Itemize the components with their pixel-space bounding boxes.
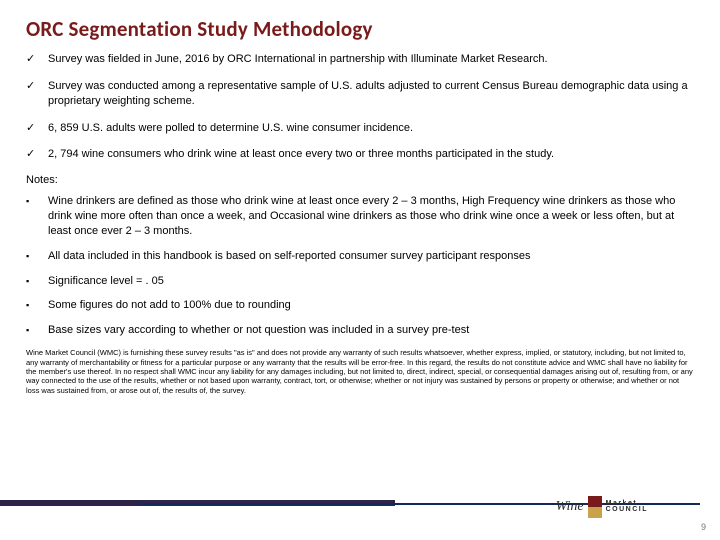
list-item-text: 6, 859 U.S. adults were polled to determ… xyxy=(48,121,413,136)
logo-council: COUNCIL xyxy=(606,507,648,513)
footer-logo: Wine Market COUNCIL xyxy=(556,496,648,518)
logo-wine: Wine xyxy=(556,499,584,515)
list-item: ▪ Significance level = . 05 xyxy=(26,274,694,289)
list-item: ▪ Some figures do not add to 100% due to… xyxy=(26,298,694,313)
bullet-icon: ▪ xyxy=(26,249,42,263)
check-icon: ✓ xyxy=(26,52,42,67)
notes-list: ▪ Wine drinkers are defined as those who… xyxy=(26,194,694,338)
list-item-text: Survey was fielded in June, 2016 by ORC … xyxy=(48,52,548,67)
list-item-text: All data included in this handbook is ba… xyxy=(48,249,530,264)
list-item-text: Significance level = . 05 xyxy=(48,274,164,289)
check-list: ✓ Survey was fielded in June, 2016 by OR… xyxy=(26,52,694,162)
check-icon: ✓ xyxy=(26,79,42,94)
logo-text: Market COUNCIL xyxy=(606,501,648,514)
page-number: 9 xyxy=(701,522,706,532)
bullet-icon: ▪ xyxy=(26,323,42,337)
slide: ORC Segmentation Study Methodology ✓ Sur… xyxy=(0,0,720,540)
list-item: ▪ Base sizes vary according to whether o… xyxy=(26,323,694,338)
check-icon: ✓ xyxy=(26,147,42,162)
list-item-text: Base sizes vary according to whether or … xyxy=(48,323,469,338)
list-item-text: Survey was conducted among a representat… xyxy=(48,79,694,109)
logo-swatch-icon xyxy=(588,496,602,518)
page-title: ORC Segmentation Study Methodology xyxy=(26,16,694,42)
check-icon: ✓ xyxy=(26,121,42,136)
list-item: ▪ All data included in this handbook is … xyxy=(26,249,694,264)
notes-heading: Notes: xyxy=(26,174,694,186)
bullet-icon: ▪ xyxy=(26,298,42,312)
list-item-text: Wine drinkers are defined as those who d… xyxy=(48,194,694,239)
disclaimer-text: Wine Market Council (WMC) is furnishing … xyxy=(26,348,694,395)
list-item: ▪ Wine drinkers are defined as those who… xyxy=(26,194,694,239)
list-item-text: 2, 794 wine consumers who drink wine at … xyxy=(48,147,554,162)
list-item-text: Some figures do not add to 100% due to r… xyxy=(48,298,291,313)
list-item: ✓ Survey was fielded in June, 2016 by OR… xyxy=(26,52,694,67)
list-item: ✓ 6, 859 U.S. adults were polled to dete… xyxy=(26,121,694,136)
list-item: ✓ Survey was conducted among a represent… xyxy=(26,79,694,109)
list-item: ✓ 2, 794 wine consumers who drink wine a… xyxy=(26,147,694,162)
bullet-icon: ▪ xyxy=(26,194,42,208)
bullet-icon: ▪ xyxy=(26,274,42,288)
